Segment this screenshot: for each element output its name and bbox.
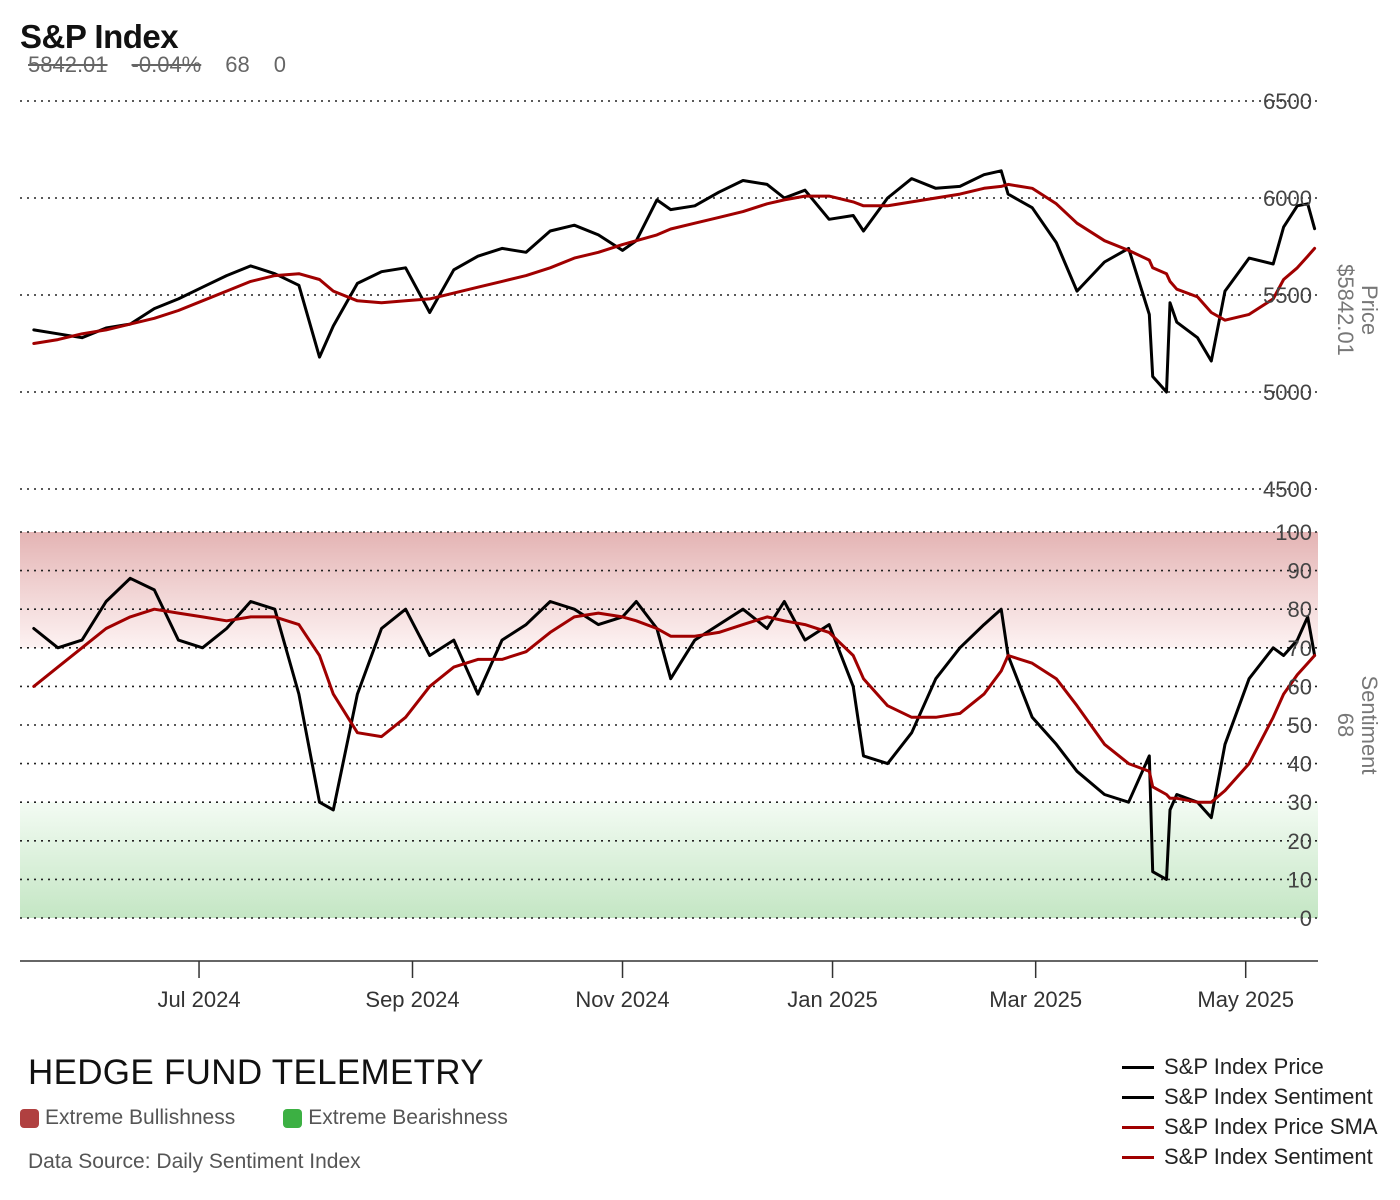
price-tick-label: 5500: [1263, 283, 1312, 308]
zone-bear-band: [20, 802, 1318, 918]
sentiment-tick-label: 60: [1288, 674, 1312, 699]
sentiment-tick-label: 40: [1288, 752, 1312, 777]
price-change: -0.04%: [131, 52, 202, 77]
legend-label: S&P Index Price SMA: [1164, 1114, 1378, 1139]
sentiment-series-line-0: [32, 576, 1317, 881]
price-tick-label: 5000: [1263, 380, 1312, 405]
legend-label: S&P Index Price: [1164, 1054, 1324, 1079]
sentiment-value: 68: [225, 52, 250, 77]
price-series-line-0: [32, 169, 1317, 394]
legend-swatch: [1122, 1125, 1154, 1129]
sentiment-axis-title: Sentiment68: [1333, 675, 1382, 774]
legend-item[interactable]: S&P Index Sentiment: [1122, 1082, 1378, 1112]
legend-item[interactable]: S&P Index Sentiment: [1122, 1142, 1378, 1172]
extra-value: 0: [273, 52, 286, 77]
legend-item[interactable]: S&P Index Price SMA: [1122, 1112, 1378, 1142]
legend-swatch: [1122, 1095, 1154, 1099]
zone-bull-label: Extreme Bullishness: [45, 1106, 236, 1129]
sentiment-tick-label: 100: [1275, 520, 1312, 545]
sentiment-tick-label: 0: [1300, 906, 1312, 931]
x-tick-label: Nov 2024: [575, 987, 669, 1012]
bear-swatch: [283, 1108, 303, 1128]
sentiment-tick-label: 20: [1288, 829, 1312, 854]
legend: S&P Index Price S&P Index Sentiment S&P …: [1122, 1052, 1378, 1172]
zone-bear: Extreme Bearishness: [283, 1106, 508, 1130]
legend-label: S&P Index Sentiment: [1164, 1144, 1373, 1169]
price-axis-title: Price$5842.01: [1333, 264, 1382, 356]
chart-title: S&P Index: [20, 18, 179, 55]
zone-key: Extreme Bullishness Extreme Bearishness: [20, 1106, 508, 1130]
x-tick-label: Jul 2024: [157, 987, 240, 1012]
header-stats: 5842.01 -0.04% 68 0: [28, 52, 286, 78]
sentiment-tick-label: 10: [1288, 867, 1312, 892]
x-tick-label: May 2025: [1197, 987, 1294, 1012]
x-tick-label: Sep 2024: [365, 987, 459, 1012]
last-price: 5842.01: [28, 52, 108, 77]
zone-bull: Extreme Bullishness: [20, 1106, 235, 1130]
legend-label: S&P Index Sentiment: [1164, 1084, 1373, 1109]
brand-name: HEDGE FUND TELEMETRY: [28, 1053, 484, 1092]
sentiment-tick-label: 70: [1288, 636, 1312, 661]
data-source: Data Source: Daily Sentiment Index: [28, 1150, 361, 1173]
gridlines: [20, 100, 1318, 919]
sentiment-tick-label: 80: [1288, 597, 1312, 622]
x-tick-label: Jan 2025: [787, 987, 878, 1012]
x-axis: Jul 2024 Sep 2024 Nov 2024 Jan 2025 Mar 2025…: [20, 960, 1318, 1012]
axis-labels: 4500 5000 5500 6000 6500 0 10 20 30 40 50 60 70 80 90 1…: [1263, 89, 1382, 931]
legend-swatch: [1122, 1065, 1154, 1069]
sentiment-zones: [20, 532, 1318, 918]
zone-bull-band: [20, 532, 1318, 648]
sentiment-series-line-1: [32, 607, 1317, 804]
sentiment-tick-label: 90: [1288, 559, 1312, 584]
x-tick-label: Mar 2025: [989, 987, 1082, 1012]
legend-swatch: [1122, 1155, 1154, 1159]
zone-bear-label: Extreme Bearishness: [308, 1106, 508, 1129]
chart-canvas: Jul 2024 Sep 2024 Nov 2024 Jan 2025 Mar 2025…: [20, 89, 1382, 1012]
sentiment-tick-label: 50: [1288, 713, 1312, 738]
price-series-line-1: [32, 182, 1317, 345]
price-tick-label: 6500: [1263, 89, 1312, 114]
bull-swatch: [20, 1108, 39, 1128]
price-tick-label: 6000: [1263, 186, 1312, 211]
series-lines: [32, 169, 1317, 881]
sentiment-tick-label: 30: [1288, 790, 1312, 815]
price-tick-label: 4500: [1263, 477, 1312, 502]
legend-item[interactable]: S&P Index Price: [1122, 1052, 1378, 1082]
